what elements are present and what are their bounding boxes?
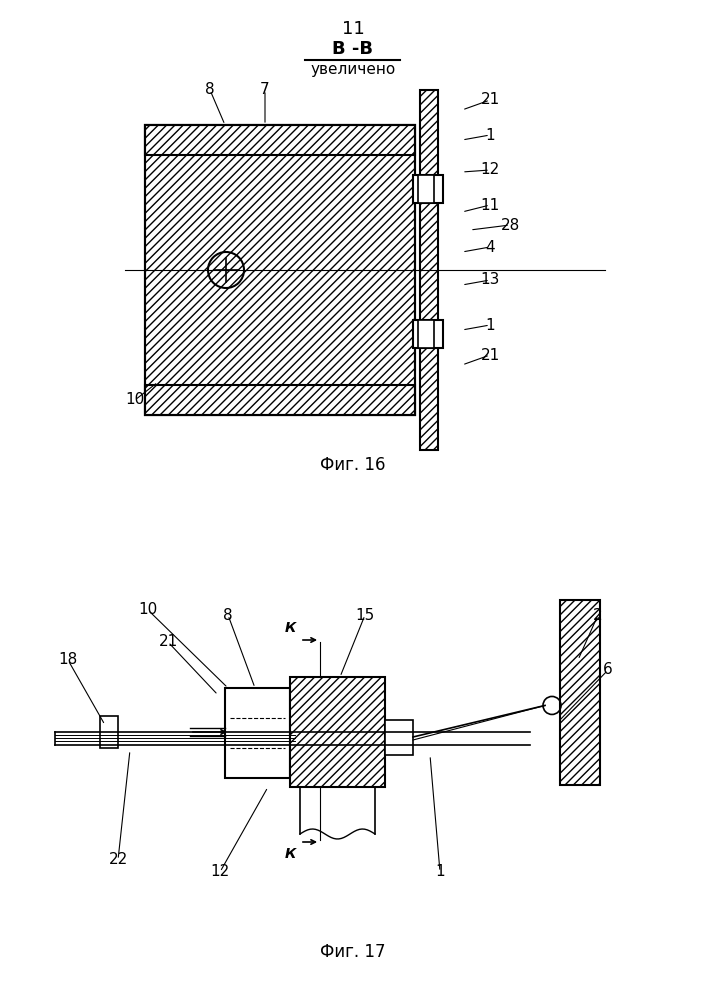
Polygon shape <box>418 175 434 203</box>
Text: 1: 1 <box>436 864 445 880</box>
Polygon shape <box>290 677 385 787</box>
Text: Фиг. 17: Фиг. 17 <box>320 943 386 961</box>
Text: 8: 8 <box>223 607 233 622</box>
Text: К: К <box>284 847 296 861</box>
Text: 6: 6 <box>603 662 613 678</box>
Text: 22: 22 <box>108 852 128 867</box>
Text: 15: 15 <box>356 607 375 622</box>
Text: 1: 1 <box>485 127 495 142</box>
Text: 10: 10 <box>139 602 158 617</box>
Text: Фиг. 16: Фиг. 16 <box>320 456 386 474</box>
Polygon shape <box>420 90 438 450</box>
Text: 10: 10 <box>125 392 145 408</box>
Text: 11: 11 <box>480 198 500 213</box>
Text: 28: 28 <box>501 218 520 232</box>
Text: 1: 1 <box>485 318 495 332</box>
Text: 11: 11 <box>341 20 364 38</box>
Polygon shape <box>145 125 415 415</box>
Polygon shape <box>560 600 600 785</box>
Polygon shape <box>418 320 434 348</box>
Text: 12: 12 <box>211 864 230 880</box>
Text: 18: 18 <box>59 652 78 668</box>
Text: 21: 21 <box>480 348 500 362</box>
Polygon shape <box>413 320 443 348</box>
Text: 4: 4 <box>485 239 495 254</box>
Polygon shape <box>413 175 443 203</box>
Polygon shape <box>145 125 415 155</box>
Text: 13: 13 <box>480 272 500 288</box>
Text: 8: 8 <box>205 83 215 98</box>
Text: 21: 21 <box>158 635 177 650</box>
Text: 2: 2 <box>593 607 603 622</box>
Text: К: К <box>284 621 296 635</box>
Polygon shape <box>385 720 413 755</box>
Text: 12: 12 <box>480 162 500 178</box>
Text: увеличено: увеличено <box>310 62 396 77</box>
Text: В -В: В -В <box>332 40 373 58</box>
Text: 7: 7 <box>260 83 270 98</box>
Polygon shape <box>145 385 415 415</box>
Polygon shape <box>100 716 118 748</box>
Polygon shape <box>225 688 290 778</box>
Text: 21: 21 <box>480 93 500 107</box>
